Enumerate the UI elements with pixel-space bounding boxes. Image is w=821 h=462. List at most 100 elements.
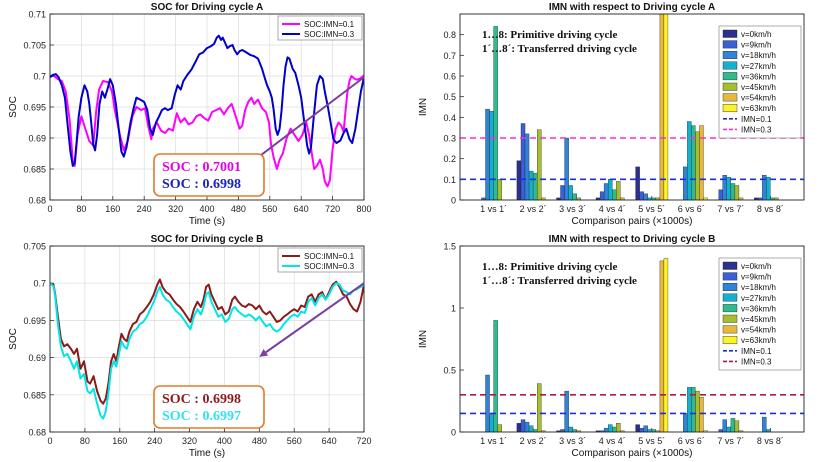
xtick-label: 1 vs 1´ [480,436,507,446]
xtick-label: 4 vs 4´ [599,436,626,446]
legend-swatch [722,293,738,302]
legend-entry: v=54km/h [741,94,776,103]
ytick-label: 0 [451,428,456,438]
bar [608,179,613,200]
legend-entry: v=36km/h [741,304,776,313]
bar [497,424,502,432]
bar [603,428,609,432]
bar [489,110,494,200]
ytick-label: 0.4 [443,113,456,123]
annotation-arrow-shaft [265,282,365,354]
ytick-label: 0.1 [443,175,456,185]
bar [695,131,700,200]
bar [699,125,704,200]
bar [537,383,542,432]
ytick-label: 0.5 [443,366,456,376]
legend-entry: v=27km/h [741,62,776,71]
legend-entry: IMN=0.1 [741,115,772,124]
legend-entry: v=0km/h [741,262,771,271]
xtick-label: 8 vs 8´ [757,204,784,214]
bar [616,423,621,432]
legend-swatch [722,283,738,291]
xtick-label: 3 vs 3´ [559,436,586,446]
xtick-label: 800 [356,204,371,214]
legend-swatch [722,304,738,313]
xtick-label: 320 [182,436,197,446]
bar [730,418,736,432]
xtick-label: 2 vs 2´ [520,436,547,446]
bar [572,193,577,200]
legend-entry: SOC:IMN=0.3 [304,262,355,271]
bar [643,425,648,432]
bar [493,320,498,432]
xtick-label: 80 [76,204,86,214]
xtick-label: 3 vs 3´ [559,204,586,214]
xtick-label: 240 [137,204,152,214]
xtick-label: 2 vs 2´ [520,204,547,214]
x-axis-label: Comparison pairs (×1000s) [572,448,693,459]
legend-entry: v=18km/h [741,283,776,292]
bar [639,191,644,200]
bar [616,181,621,200]
bar [612,189,617,200]
legend-entry: v=18km/h [741,51,776,60]
bar [528,170,534,200]
xtick-label: 0 [47,436,52,446]
bar [730,183,736,200]
ytick-label: 0.7 [443,51,456,61]
legend-entry: v=54km/h [741,326,776,335]
xtick-label: 8 vs 8´ [757,436,784,446]
xtick-label: 0 [47,204,52,214]
legend-entry: IMN=0.3 [741,357,772,366]
series-line-imn-0-3 [50,34,364,167]
legend-entry: v=63km/h [741,336,776,345]
xtick-label: 160 [112,436,127,446]
bar [537,129,542,200]
ytick-label: 0.71 [28,10,46,20]
y-axis-label: SOC [8,96,19,118]
legend-entry: v=9km/h [741,41,771,50]
bar [564,137,569,200]
bar [489,414,494,432]
legend-entry: SOC:IMN=0.1 [304,252,355,261]
annotation-text: SOC : 0.7001 [162,160,241,175]
bar [734,420,740,432]
bar [659,260,665,432]
ytick-label: 0.68 [28,196,46,206]
legend-entry: v=45km/h [741,315,776,324]
chart-socA: 0.68 0.685 0.69 0.695 0.7 0.705 0.71 0 80 160 240 3… [8,2,372,227]
legend-entry: v=9km/h [741,273,771,282]
annotation-arrow-head [259,348,269,357]
xtick-label: 480 [252,436,267,446]
note-text: 1…8: Primitive driving cycle [482,261,617,273]
bar [766,429,771,432]
annotation-text: SOC : 0.6998 [162,392,241,407]
xtick-label: 640 [294,204,309,214]
legend-swatch [722,40,738,49]
bar [608,424,613,432]
annotation-box [153,153,265,197]
legend-entry: v=36km/h [741,72,776,81]
ytick-label: 0.8 [443,30,456,40]
bar [718,189,723,200]
bar [695,390,700,432]
bar [528,425,534,432]
chart-socB: 0.68 0.685 0.69 0.695 0.7 0.705 0 80 160 240 320 40… [8,234,372,459]
ytick-label: 0.695 [23,316,46,326]
ytick-label: 0.68 [28,428,46,438]
legend-swatch [722,336,738,344]
annotation-text: SOC : 0.6997 [162,409,241,424]
legend-box [277,247,363,273]
legend-swatch [722,51,738,59]
bar [568,185,573,200]
bar [639,428,644,432]
xtick-label: 160 [105,204,120,214]
legend-entry: SOC:IMN=0.3 [304,30,355,39]
ytick-label: 0.3 [443,134,456,144]
legend-swatch [722,314,738,323]
bar [493,26,498,200]
xtick-label: 720 [356,436,371,446]
bar [560,185,565,200]
xtick-label: 240 [147,436,162,446]
